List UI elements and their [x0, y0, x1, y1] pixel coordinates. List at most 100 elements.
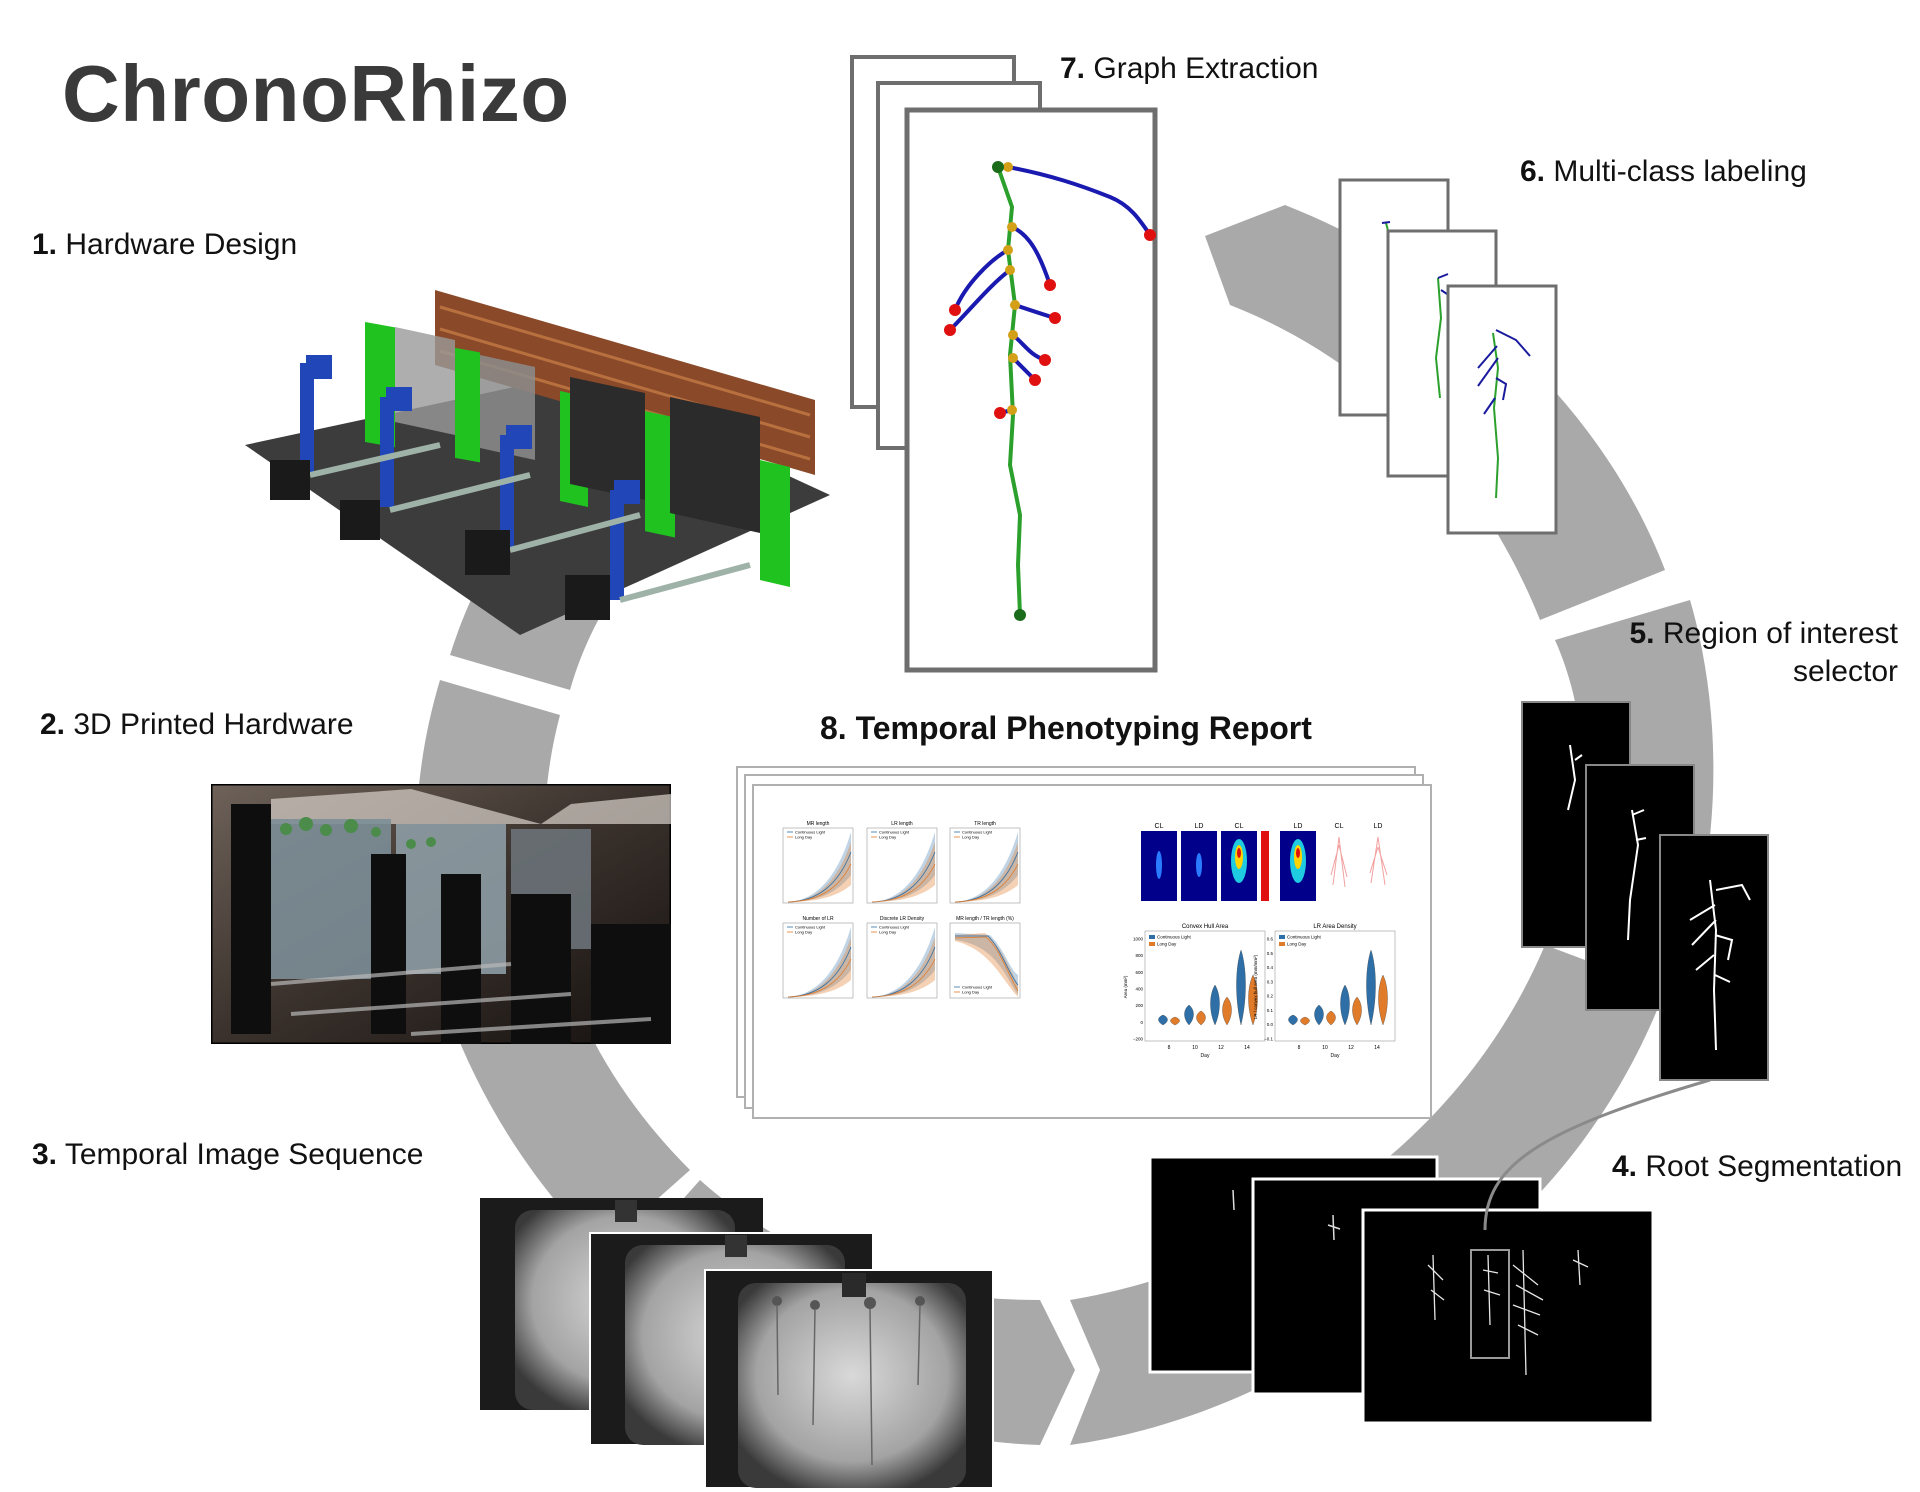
step-1-number: 1.: [32, 228, 58, 261]
line-panel-legend-ld: Long Day: [879, 930, 896, 935]
line-panel-band-ld: [788, 842, 851, 902]
violin-ld: [1170, 1016, 1180, 1026]
roi-connector-line: [1483, 1078, 1711, 1231]
heatmap-label: LD: [1374, 823, 1383, 830]
step-5-label: 5. Region of interest selector: [1629, 615, 1898, 691]
step-6-number: 6.: [1520, 155, 1546, 188]
step-6-text: Multi-class labeling: [1553, 155, 1807, 188]
line-panel-band-ld: [955, 933, 1018, 997]
violin-xlabel: Day: [1201, 1053, 1210, 1059]
violin-cl: [1236, 949, 1246, 1026]
3d-printed-hardware-photo: [211, 784, 671, 1044]
line-panel-legend-cl: Continuous Light: [879, 925, 910, 930]
step-5-text: Region of interest: [1662, 617, 1898, 650]
graph-root-nodes: [992, 161, 1026, 621]
step-1-text: Hardware Design: [65, 228, 298, 261]
violin-ylabel: Area (mm²): [1123, 975, 1128, 998]
step-3-label: 3. Temporal Image Sequence: [32, 1138, 423, 1172]
violin-ytick: 0.1: [1267, 1008, 1274, 1013]
violin-ytick: 0: [1140, 1020, 1143, 1025]
violin-ytick: 600: [1135, 970, 1143, 975]
temporal-image-sequence: [480, 1198, 994, 1489]
violin-xtick: 8: [1298, 1045, 1301, 1051]
violin-ytick: −200: [1133, 1037, 1144, 1042]
violin-ld: [1378, 974, 1388, 1026]
line-panel-mean-ld: [787, 958, 852, 998]
step-3-number: 3.: [32, 1138, 58, 1171]
step-4-number: 4.: [1612, 1150, 1638, 1183]
graph-frame-front: [904, 107, 1158, 673]
heatmap-label: CL: [1235, 823, 1244, 830]
line-panel-mean-ld: [787, 863, 852, 903]
line-panel-legend-cl: Continuous Light: [962, 830, 993, 835]
graph-lateral-root-edges: [948, 165, 1152, 415]
graph-branch-nodes: [1003, 162, 1020, 415]
line-panel-mean-ld: [871, 863, 936, 903]
sequence-frame-3: [704, 1269, 994, 1489]
step-5-text-line2: selector: [1792, 655, 1898, 688]
violin-xtick: 14: [1374, 1045, 1380, 1051]
violin-cl: [1210, 984, 1220, 1026]
line-panel-mean-cl: [955, 935, 1019, 986]
violin-ytick: 0.6: [1267, 937, 1274, 942]
multi-class-labeling: [1338, 178, 1558, 535]
heatmap-label: CL: [1335, 823, 1344, 830]
step-2-number: 2.: [40, 708, 66, 741]
violin-panel-title: Convex Hull Area: [1182, 924, 1229, 930]
report-violin-panels: Convex Hull Area 1000 800 600 400 200 0 −200 Are…: [1123, 924, 1396, 1059]
violin-ld: [1196, 1010, 1206, 1026]
step-4-text: Root Segmentation: [1645, 1150, 1903, 1183]
line-panel-band-ld: [872, 937, 935, 997]
line-panel-title: Number of LR: [802, 916, 834, 922]
line-panel-band-cl: [788, 927, 851, 997]
line-panel-legend-cl: Continuous Light: [962, 985, 993, 990]
violin-legend-cl-swatch: [1279, 935, 1285, 939]
graph-extraction: [850, 55, 1158, 673]
line-panel-title: MR length: [807, 821, 830, 827]
violin-xtick: 14: [1244, 1045, 1250, 1051]
violin-legend-ld-swatch: [1149, 942, 1155, 946]
line-panel-band-ld: [788, 937, 851, 997]
line-panel-title: MR length / TR length (%): [956, 916, 1014, 922]
violin-xtick: 12: [1218, 1045, 1224, 1051]
violin-ytick: 0.4: [1267, 965, 1274, 970]
roi-box: [1470, 1249, 1510, 1359]
line-panel-legend-ld: Long Day: [962, 990, 979, 995]
violin-ylabel: LR / convex hull area (mm/mm²): [1253, 954, 1258, 1019]
violin-panel-title: LR Area Density: [1313, 924, 1356, 930]
hardware-design-render: [245, 290, 830, 635]
violin-cl: [1314, 1004, 1324, 1026]
line-panel-title: TR length: [974, 821, 996, 827]
violin-cl: [1184, 1004, 1194, 1026]
line-panel-legend-cl: Continuous Light: [795, 830, 826, 835]
violin-ytick: 200: [1135, 1003, 1143, 1008]
line-panel-title: Discrete LR Density: [880, 916, 925, 922]
step-6-label: 6. Multi-class labeling: [1520, 155, 1807, 189]
violin-ytick: 0.3: [1267, 979, 1274, 984]
step-8-number: 8.: [820, 710, 847, 746]
violin-ld: [1222, 996, 1232, 1026]
step-5-number: 5.: [1629, 617, 1655, 650]
violin-xtick: 12: [1348, 1045, 1354, 1051]
step-2-text: 3D Printed Hardware: [73, 708, 354, 741]
line-panel: MR length / TR length (%) Continuous Ligh…: [949, 916, 1021, 999]
step-8-text: Temporal Phenotyping Report: [855, 710, 1312, 746]
report-sheet-front: [752, 784, 1432, 1119]
line-panel-legend-ld: Long Day: [962, 835, 979, 840]
violin-legend-ld-swatch: [1279, 942, 1285, 946]
line-panel-mean-ld: [954, 863, 1019, 903]
step-8-label: 8. Temporal Phenotyping Report: [820, 710, 1312, 747]
line-panel-band-cl: [788, 832, 851, 902]
line-panel-title: LR length: [891, 821, 913, 827]
violin-legend-cl: Continuous Light: [1157, 935, 1192, 940]
violin-panel: Convex Hull Area 1000 800 600 400 200 0 −200 Are…: [1123, 924, 1266, 1059]
line-panel-legend-ld: Long Day: [795, 930, 812, 935]
violin-legend-ld: Long Day: [1287, 942, 1307, 947]
line-panel-legend-ld: Long Day: [795, 835, 812, 840]
roi-crop-3: [1659, 834, 1769, 1081]
line-panel-mean-ld: [871, 958, 936, 998]
